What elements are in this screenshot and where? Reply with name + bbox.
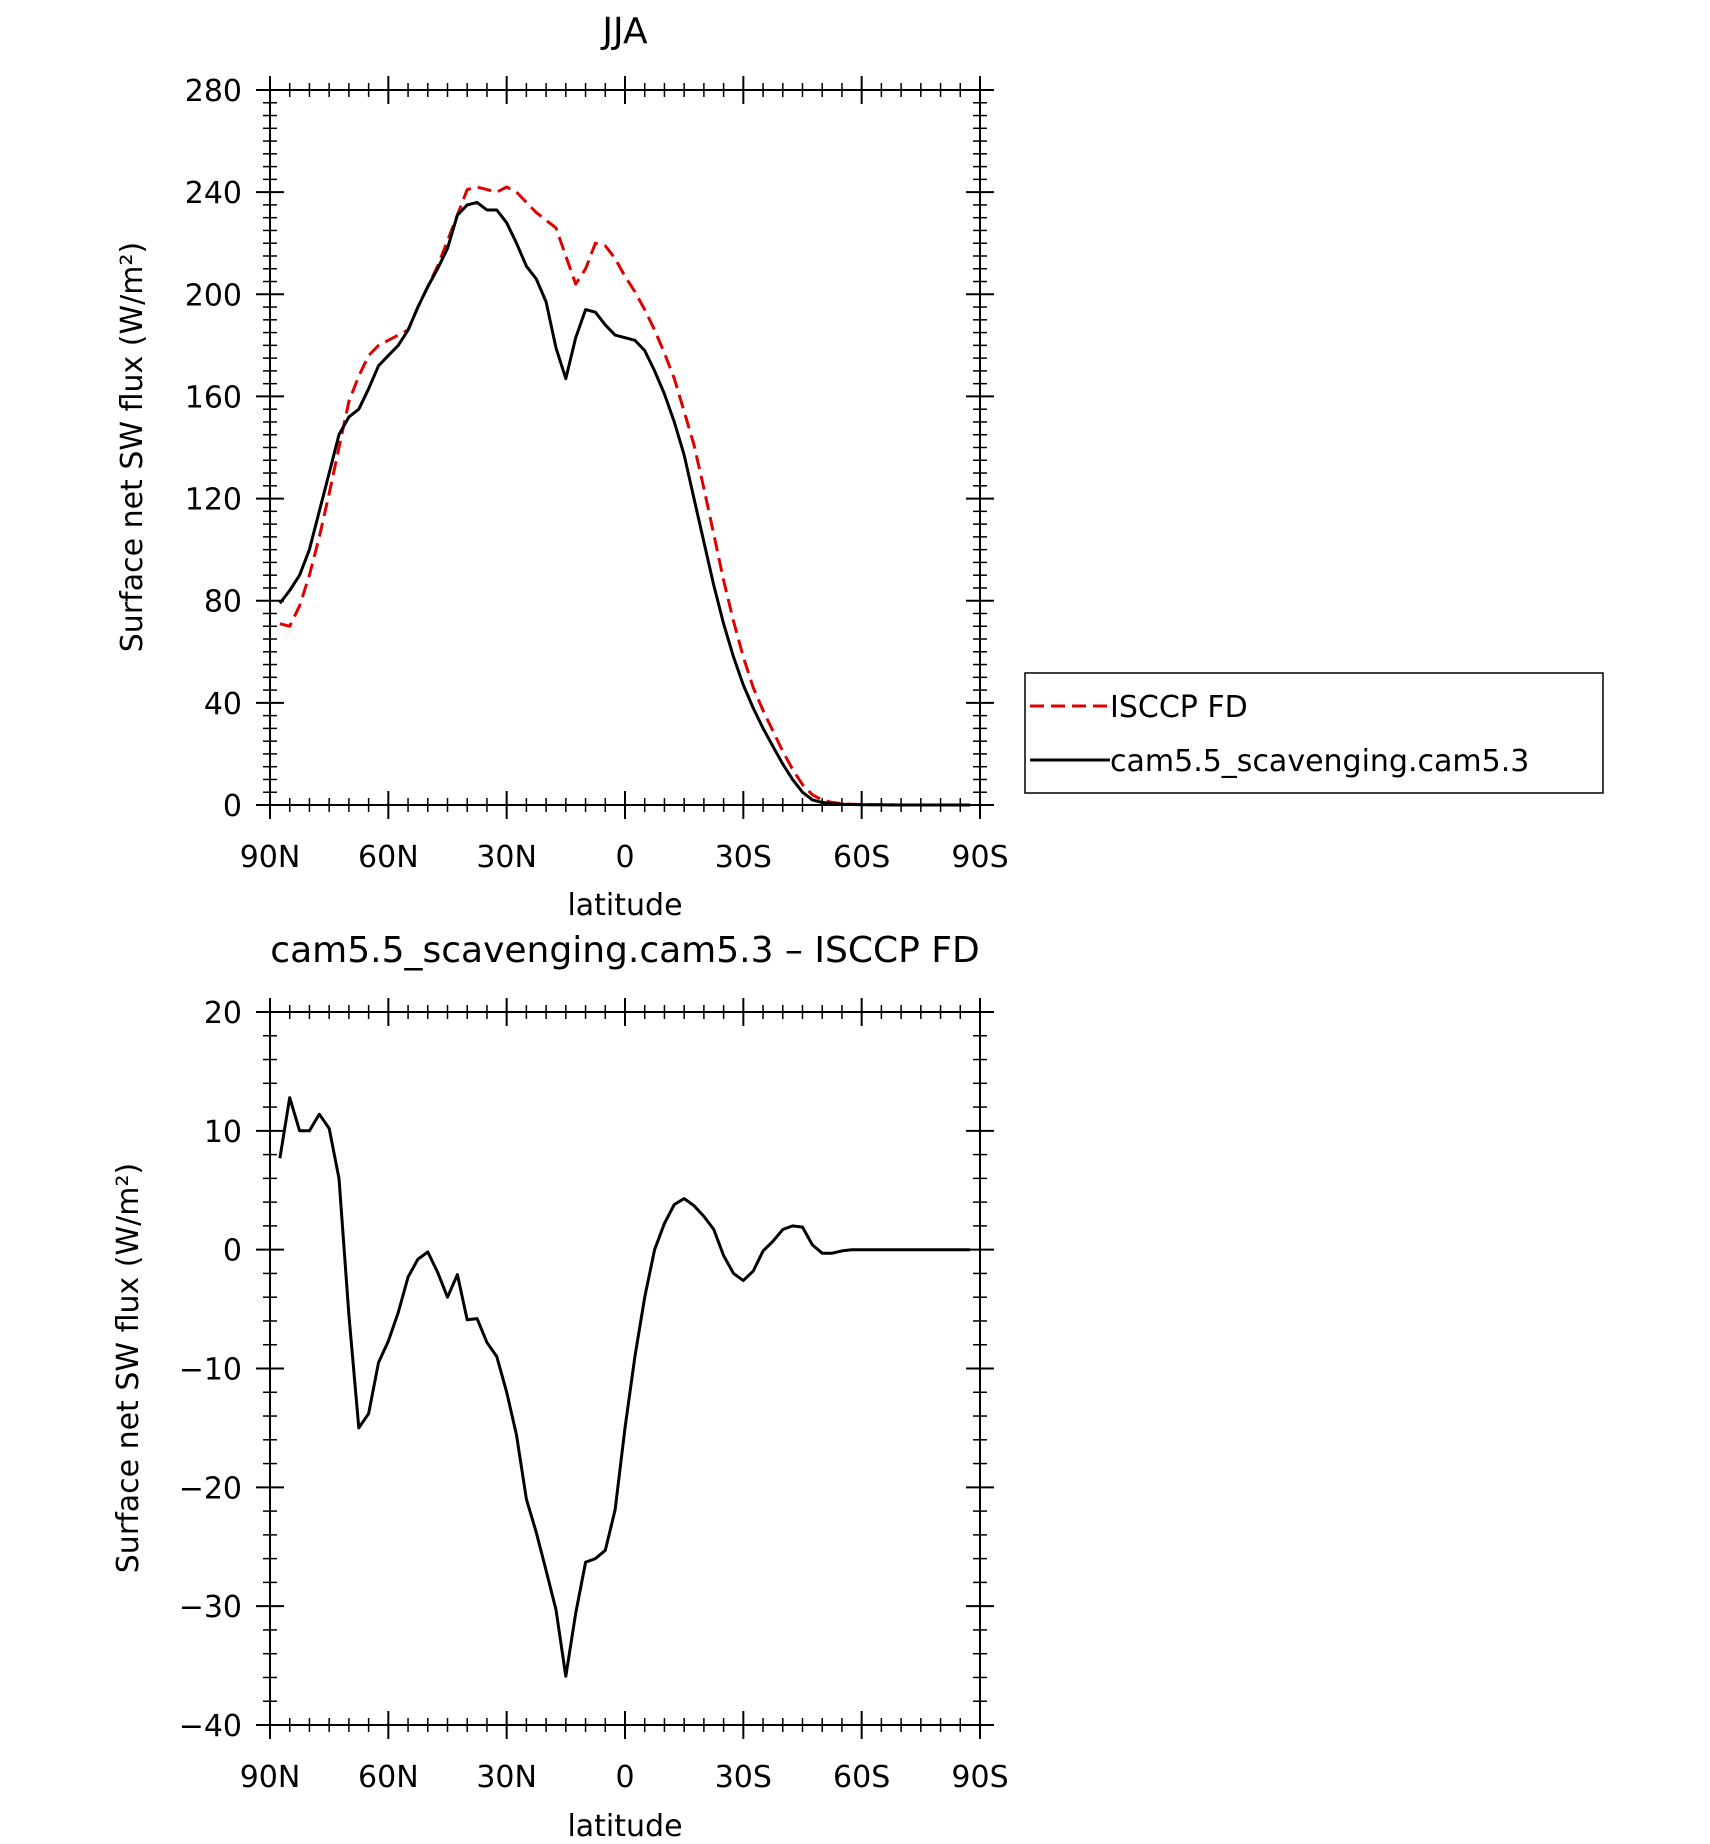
top-series-line-isccp-fd (279, 185, 971, 807)
bottom-x-tick-label: 30S (715, 1760, 772, 1795)
top-x-tick-label: 30S (715, 840, 772, 875)
bottom-chart-title: cam5.5_scavenging.cam5.3 – ISCCP FD (270, 930, 979, 971)
top-plot-frame (269, 89, 981, 806)
top-y-tick-label: 160 (185, 380, 242, 415)
bottom-y-ticks: −40 −30 −20 −10 0 10 20 (179, 996, 994, 1744)
top-series-line-cam5-5-scavenging-cam5-3 (278, 200, 971, 807)
top-y-tick-label: 40 (204, 687, 242, 722)
bottom-y-axis-title: Surface net SW flux (W/m²) (111, 1163, 146, 1573)
top-x-axis-title: latitude (567, 888, 682, 923)
legend-label-cam: cam5.5_scavenging.cam5.3 (1110, 744, 1529, 779)
bottom-x-tick-label: 60S (833, 1760, 890, 1795)
top-x-tick-label: 60N (358, 840, 419, 875)
bottom-y-tick-label: 0 (223, 1234, 242, 1269)
top-y-tick-label: 200 (185, 278, 242, 313)
top-chart-title: JJA (600, 11, 648, 52)
top-x-tick-label: 60S (833, 840, 890, 875)
legend-label-isccp: ISCCP FD (1110, 690, 1248, 725)
bottom-chart: cam5.5_scavenging.cam5.3 – ISCCP FD −40−… (111, 930, 1009, 1844)
top-x-tick-label: 90S (951, 840, 1008, 875)
bottom-plot-frame (269, 1011, 981, 1726)
bottom-y-tick-label: 20 (204, 996, 242, 1031)
top-y-tick-label: 280 (185, 74, 242, 109)
bottom-y-tick-label: −40 (179, 1709, 242, 1744)
top-chart: JJA 0 40 80 120 160 200 240 280 90N 60N 30N 0 30S 60… (115, 11, 1604, 923)
bottom-x-tick-label: 90N (240, 1760, 301, 1795)
legend: ISCCP FD cam5.5_scavenging.cam5.3 (1024, 672, 1604, 794)
top-y-tick-label: 240 (185, 176, 242, 211)
legend-box (1024, 672, 1604, 794)
bottom-x-tick-label: 90S (951, 1760, 1008, 1795)
top-x-tick-label: 0 (615, 840, 634, 875)
bottom-x-ticks: 90N 60N 30N 0 30S 60S 90S (240, 998, 1009, 1795)
bottom-y-tick-label: −10 (179, 1353, 242, 1388)
top-y-tick-label: 80 (204, 585, 242, 620)
bottom-y-tick-label: 10 (204, 1115, 242, 1150)
top-y-tick-label: 0 (223, 789, 242, 824)
top-x-tick-label: 90N (240, 840, 301, 875)
bottom-y-tick-label: −20 (179, 1471, 242, 1506)
bottom-x-tick-label: 30N (476, 1760, 537, 1795)
bottom-series (278, 1096, 971, 1678)
top-x-tick-label: 30N (476, 840, 537, 875)
bottom-series-line-difference (278, 1096, 971, 1678)
top-series (278, 185, 971, 807)
top-y-axis-title: Surface net SW flux (W/m²) (115, 242, 150, 652)
top-x-ticks: 90N 60N 30N 0 30S 60S 90S (240, 76, 1009, 875)
bottom-x-axis-title: latitude (567, 1809, 682, 1844)
bottom-x-tick-label: 0 (615, 1760, 634, 1795)
bottom-x-tick-label: 60N (358, 1760, 419, 1795)
bottom-y-tick-label: −30 (179, 1590, 242, 1625)
top-y-tick-label: 120 (185, 483, 242, 518)
top-y-ticks: 0 40 80 120 160 200 240 280 (185, 74, 994, 824)
